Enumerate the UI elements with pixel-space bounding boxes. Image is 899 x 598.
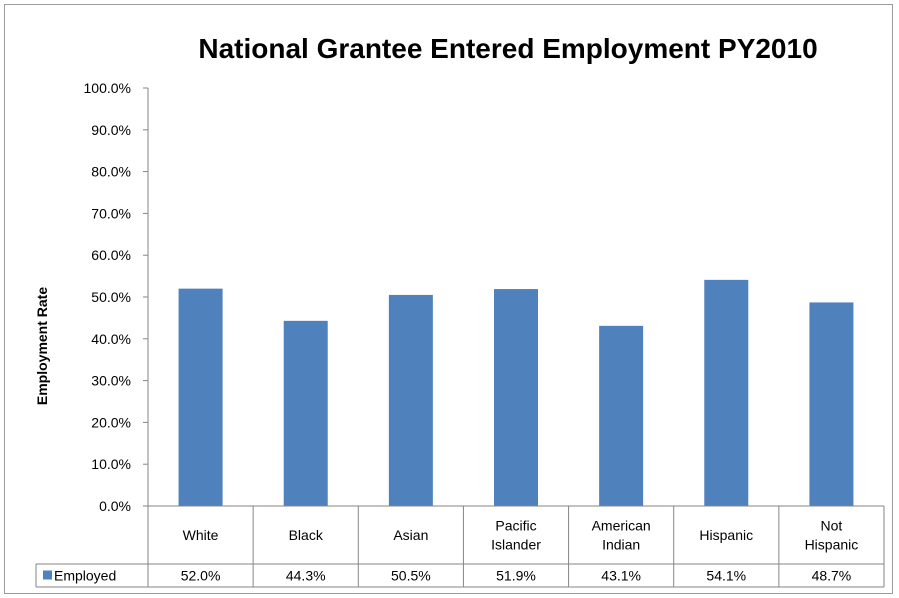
category-label: White: [183, 527, 219, 543]
y-tick-label: 30.0%: [91, 373, 131, 389]
bar: [494, 289, 538, 506]
category-label: Hispanic: [699, 527, 753, 543]
y-tick-label: 50.0%: [91, 289, 131, 305]
bar: [283, 320, 328, 506]
category-label: American Indian: [592, 518, 651, 553]
data-value: 54.1%: [706, 568, 746, 584]
data-value: 44.3%: [286, 568, 326, 584]
y-tick-label: 40.0%: [91, 331, 131, 347]
bar: [809, 302, 854, 506]
legend-label: Employed: [54, 568, 116, 584]
y-tick-label: 0.0%: [99, 498, 131, 514]
data-table: White Black Asian Pacific Islander American In…: [35, 505, 885, 588]
data-value: 43.1%: [601, 568, 641, 584]
y-tick-label: 70.0%: [91, 205, 131, 221]
data-value: 52.0%: [181, 568, 221, 584]
y-tick-label: 80.0%: [91, 164, 131, 180]
chart-title: National Grantee Entered Employment PY20…: [198, 33, 817, 64]
data-value: 50.5%: [391, 568, 431, 584]
category-label: Not Hispanic: [805, 518, 859, 553]
category-label: Asian: [393, 527, 428, 543]
category-label: Pacific Islander: [491, 518, 541, 553]
y-tick-label: 20.0%: [91, 414, 131, 430]
bars: [178, 279, 854, 506]
data-value: 51.9%: [496, 568, 536, 584]
y-tick-label: 60.0%: [91, 247, 131, 263]
y-axis: 0.0% 10.0% 20.0% 30.0% 40.0% 50.0% 60.0% 70.0% 8…: [84, 80, 149, 514]
bar: [599, 325, 644, 506]
y-axis-title: Employment Rate: [34, 287, 50, 405]
legend-swatch: [43, 570, 52, 580]
category-label: Black: [289, 527, 324, 543]
y-tick-label: 100.0%: [84, 80, 131, 96]
chart-frame: [4, 4, 893, 594]
bar: [178, 288, 223, 506]
data-value: 48.7%: [812, 568, 852, 584]
bar: [388, 294, 433, 506]
y-tick-label: 90.0%: [91, 122, 131, 138]
bar: [704, 279, 749, 506]
y-tick-label: 10.0%: [91, 456, 131, 472]
